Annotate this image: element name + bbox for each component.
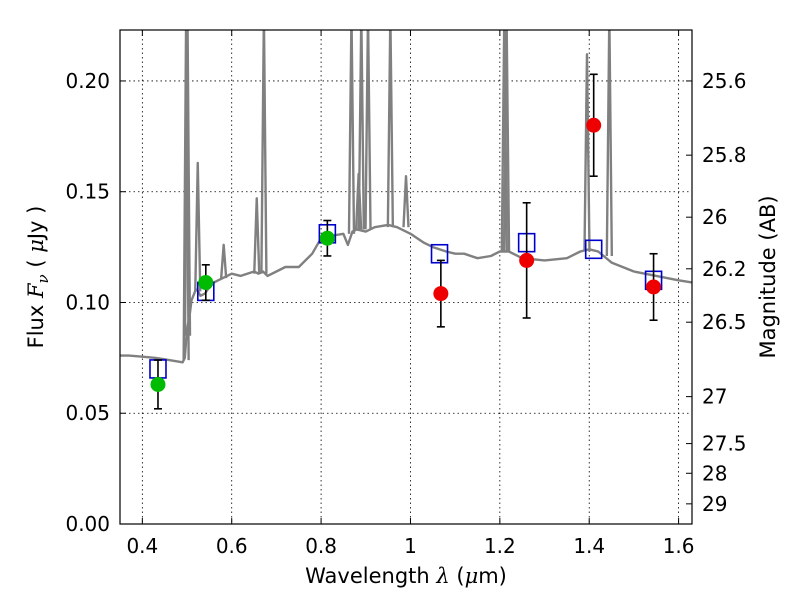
y-tick-label: 0.20 — [65, 69, 110, 93]
plot-frame — [119, 29, 693, 525]
y-tick-label: 0.10 — [65, 290, 110, 314]
emission-line — [183, 30, 192, 336]
emission-line — [502, 30, 511, 252]
y-tick-label: 0.05 — [65, 401, 110, 425]
y-axis-label: Flux Fν ( μJy ) — [24, 206, 52, 349]
observed-flux-point — [519, 252, 535, 268]
y2-tick-label: 29 — [702, 492, 727, 516]
y2-tick-label: 26 — [702, 205, 727, 229]
x-tick-label: 1.2 — [484, 534, 516, 558]
x-tick-label: 1.4 — [573, 534, 605, 558]
emission-line — [605, 30, 614, 256]
x-tick-label: 0.6 — [216, 534, 248, 558]
y2-tick-label: 25.6 — [702, 69, 747, 93]
emission-line — [357, 30, 366, 230]
observed-flux-point — [433, 286, 449, 302]
plot-area — [120, 30, 692, 410]
y2-tick-label: 27 — [702, 385, 727, 409]
observed-flux-point — [319, 230, 335, 246]
y2-tick-label: 27.5 — [702, 432, 747, 456]
emission-line — [182, 30, 190, 361]
emission-line — [260, 30, 268, 274]
observed-flux-point — [198, 275, 214, 291]
y2-tick-label: 26.5 — [702, 310, 747, 334]
observed-flux-point — [646, 279, 662, 295]
x-axis-label: Wavelength λ (μm) — [305, 564, 507, 588]
emission-line — [364, 30, 372, 230]
x-tick-label: 1 — [404, 534, 417, 558]
x-tick-label: 1.6 — [663, 534, 695, 558]
y2-tick-label: 26.2 — [702, 257, 747, 281]
emission-line — [386, 30, 395, 228]
emission-line — [583, 53, 591, 252]
emission-line — [402, 175, 410, 228]
observed-flux-point — [150, 376, 166, 392]
x-tick-label: 0.4 — [126, 534, 158, 558]
emission-line — [253, 197, 261, 274]
observed-flux-point — [586, 117, 602, 133]
emission-line — [194, 161, 202, 292]
y-tick-label: 0.00 — [65, 512, 110, 536]
x-tick-label: 0.8 — [305, 534, 337, 558]
y2-axis-label: Magnitude (AB) — [756, 195, 780, 358]
model-photometry-square — [430, 243, 449, 264]
y2-tick-label: 25.8 — [702, 143, 747, 167]
emission-line — [347, 30, 356, 234]
y-tick-label: 0.15 — [65, 180, 110, 204]
model-photometry-square — [584, 239, 603, 260]
y2-tick-label: 28 — [702, 461, 727, 485]
axes-ticks: 0.4 0.6 0.8 1 1.2 1.4 1.6 0.00 0.05 0.10 0.15 0.20 2… — [65, 30, 747, 558]
emission-line — [219, 243, 228, 279]
